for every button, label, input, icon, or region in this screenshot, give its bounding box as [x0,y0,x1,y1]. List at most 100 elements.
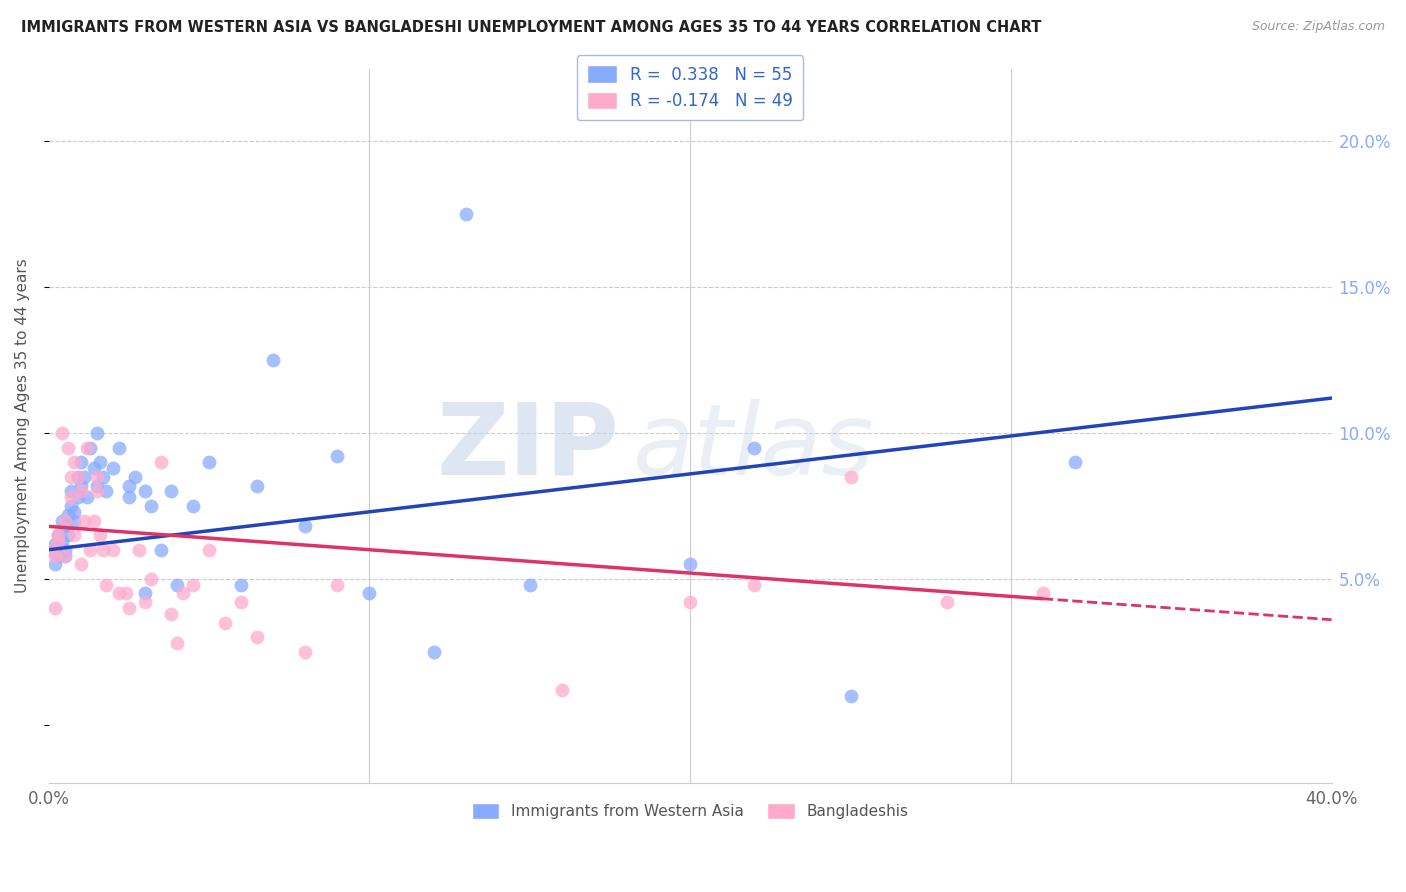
Point [1064,455,1087,469]
Point [66,470,89,484]
Point [326,578,349,592]
Point [551,682,574,697]
Point [79,542,101,557]
Point [96,484,118,499]
Point [63,455,86,469]
Point [679,595,702,609]
Point [150,542,173,557]
Point [44,537,66,551]
Point [231,595,253,609]
Point [60,499,83,513]
Point [48,549,70,563]
Point [51,426,73,441]
Point [679,558,702,572]
Text: IMMIGRANTS FROM WESTERN ASIA VS BANGLADESHI UNEMPLOYMENT AMONG AGES 35 TO 44 YEA: IMMIGRANTS FROM WESTERN ASIA VS BANGLADE… [21,20,1042,35]
Point [69,484,91,499]
Point [181,499,204,513]
Point [69,455,91,469]
Point [359,586,381,600]
Point [141,499,163,513]
Point [108,586,131,600]
Point [118,490,141,504]
Point [214,615,236,630]
Point [118,478,141,492]
Point [51,514,73,528]
Point [66,490,89,504]
Point [63,505,86,519]
Point [159,607,181,621]
Point [53,519,76,533]
Point [41,542,63,557]
Point [294,645,316,659]
Point [86,426,108,441]
Point [172,586,194,600]
Point [53,542,76,557]
Point [83,514,105,528]
Point [839,689,862,703]
Point [246,478,269,492]
Point [454,207,477,221]
Point [56,528,79,542]
Point [53,549,76,563]
Point [83,461,105,475]
Point [63,528,86,542]
Point [91,542,114,557]
Point [101,461,124,475]
Point [166,578,188,592]
Point [134,586,156,600]
Point [294,519,316,533]
Point [89,528,111,542]
Point [150,455,173,469]
Text: atlas: atlas [633,399,875,496]
Point [53,549,76,563]
Point [86,484,108,499]
Point [60,490,83,504]
Point [48,528,70,542]
Point [422,645,444,659]
Point [73,470,96,484]
Point [839,470,862,484]
Point [742,441,765,455]
Point [44,601,66,615]
Point [48,528,70,542]
Point [181,578,204,592]
Point [41,542,63,557]
Point [519,578,541,592]
Point [246,630,269,644]
Text: ZIP: ZIP [437,399,620,496]
Point [44,549,66,563]
Point [60,484,83,499]
Point [1032,586,1054,600]
Point [141,572,163,586]
Point [60,470,83,484]
Legend: Immigrants from Western Asia, Bangladeshis: Immigrants from Western Asia, Bangladesh… [465,797,915,825]
Point [53,514,76,528]
Point [101,542,124,557]
Point [86,478,108,492]
Point [166,636,188,650]
Point [262,353,284,368]
Point [89,455,111,469]
Point [56,508,79,522]
Point [76,490,98,504]
Point [118,601,141,615]
Point [63,514,86,528]
Point [44,558,66,572]
Y-axis label: Unemployment Among Ages 35 to 44 years: Unemployment Among Ages 35 to 44 years [15,259,30,593]
Point [86,470,108,484]
Point [56,441,79,455]
Point [114,586,136,600]
Point [48,533,70,548]
Text: Source: ZipAtlas.com: Source: ZipAtlas.com [1251,20,1385,33]
Point [198,455,221,469]
Point [134,484,156,499]
Point [124,470,146,484]
Point [108,441,131,455]
Point [96,578,118,592]
Point [69,478,91,492]
Point [66,470,89,484]
Point [935,595,957,609]
Point [134,595,156,609]
Point [742,578,765,592]
Point [79,441,101,455]
